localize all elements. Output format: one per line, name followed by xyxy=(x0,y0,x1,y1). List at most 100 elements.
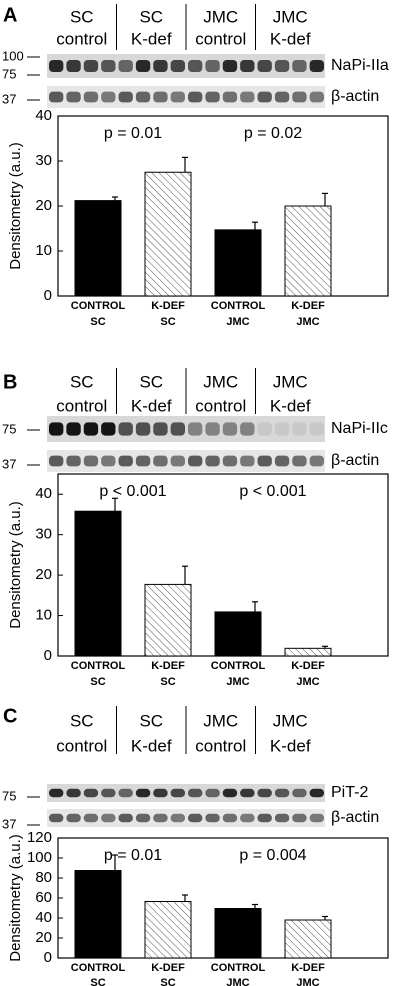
x-tick-label: SC xyxy=(160,676,175,688)
blot-band xyxy=(135,788,151,798)
blot-band xyxy=(135,91,151,103)
marker-label: 37 xyxy=(2,816,16,831)
blot-band xyxy=(205,60,220,72)
blot-band xyxy=(170,422,185,436)
blot-band xyxy=(83,60,99,72)
x-tick-label: CONTROL xyxy=(211,660,266,672)
blot-band xyxy=(292,788,307,798)
x-tick-label: SC xyxy=(90,676,105,688)
blot-band xyxy=(49,788,64,798)
blot-band xyxy=(66,91,81,103)
blot-band xyxy=(49,455,64,467)
blot-band xyxy=(188,788,203,798)
blot-band xyxy=(101,422,116,436)
blot-band xyxy=(274,422,290,436)
blot-band xyxy=(222,422,238,436)
x-tick-label: K-DEF xyxy=(291,660,325,672)
blot-band xyxy=(240,788,255,798)
marker-label: 75 xyxy=(2,66,16,81)
x-tick-label: CONTROL xyxy=(71,300,126,312)
blot-band xyxy=(292,813,307,823)
x-tick-label: SC xyxy=(160,316,175,328)
blot-band xyxy=(118,788,133,798)
blot-band xyxy=(153,91,168,103)
y-tick-label: 120 xyxy=(27,829,52,846)
blot-band xyxy=(222,813,238,823)
blot-band xyxy=(257,60,272,72)
lane-label: K-def xyxy=(131,736,172,755)
bar xyxy=(214,229,262,297)
lane-label: SC xyxy=(139,7,163,26)
y-tick-label: 80 xyxy=(35,869,52,886)
x-tick-label: CONTROL xyxy=(71,962,126,974)
blot-band xyxy=(309,788,324,798)
blot-band xyxy=(66,813,81,823)
blot-band xyxy=(205,788,220,798)
x-tick-label: JMC xyxy=(296,676,319,688)
y-axis-label: Densitometry (a.u.) xyxy=(7,834,24,962)
marker-label: 75 xyxy=(2,421,16,436)
blot-band xyxy=(188,91,203,103)
lane-label: SC xyxy=(139,711,163,730)
blot-band xyxy=(222,60,238,72)
p-value: p < 0.001 xyxy=(99,483,166,500)
band-label: β-actin xyxy=(331,88,379,105)
bar xyxy=(74,870,122,959)
bar xyxy=(144,583,192,657)
lane-label: control xyxy=(195,29,246,48)
blot-band xyxy=(83,455,99,467)
x-tick-label: K-DEF xyxy=(291,300,325,312)
blot-band xyxy=(153,60,168,72)
lane-label: control xyxy=(56,736,107,755)
bar xyxy=(144,171,192,297)
blot-band xyxy=(101,788,116,798)
lane-label: K-def xyxy=(131,396,172,415)
blot-band xyxy=(309,422,324,436)
blot-band xyxy=(205,91,220,103)
blot-band xyxy=(222,91,238,103)
y-axis-label: Densitometry (a.u.) xyxy=(7,142,24,270)
p-value: p = 0.004 xyxy=(239,847,306,864)
blot-band xyxy=(257,813,272,823)
blot-band xyxy=(309,91,324,103)
blot-band xyxy=(274,91,290,103)
band-label: β-actin xyxy=(331,809,379,826)
y-axis-label: Densitometry (a.u.) xyxy=(7,501,24,629)
y-tick-label: 0 xyxy=(44,647,52,664)
blot-band xyxy=(309,60,324,72)
blot-band xyxy=(118,60,133,72)
blot-band xyxy=(83,91,99,103)
blot-band xyxy=(101,455,116,467)
panel-label: C xyxy=(3,705,17,727)
panel-label: A xyxy=(3,4,17,26)
y-tick-label: 30 xyxy=(35,526,52,543)
x-tick-label: CONTROL xyxy=(211,962,266,974)
bar xyxy=(144,901,192,959)
x-tick-label: JMC xyxy=(226,977,249,986)
blot-band xyxy=(170,813,185,823)
lane-label: JMC xyxy=(273,711,308,730)
lane-label: K-def xyxy=(270,29,311,48)
y-tick-label: 0 xyxy=(44,949,52,966)
blot-band xyxy=(49,91,64,103)
y-tick-label: 40 xyxy=(35,107,52,124)
blot-band xyxy=(66,422,81,436)
blot-band xyxy=(292,422,307,436)
x-tick-label: K-DEF xyxy=(151,300,185,312)
lane-label: control xyxy=(195,396,246,415)
blot-band xyxy=(135,455,151,467)
marker-label: 75 xyxy=(2,788,16,803)
blot-band xyxy=(66,788,81,798)
x-tick-label: SC xyxy=(160,977,175,986)
lane-label: control xyxy=(56,396,107,415)
p-value: p = 0.02 xyxy=(244,125,302,142)
blot-background xyxy=(47,784,325,802)
blot-band xyxy=(188,813,203,823)
lane-label: SC xyxy=(70,711,94,730)
x-tick-label: SC xyxy=(90,316,105,328)
blot-band xyxy=(222,788,238,798)
blot-band xyxy=(188,422,203,436)
blot-band xyxy=(240,422,255,436)
blot-band xyxy=(240,813,255,823)
